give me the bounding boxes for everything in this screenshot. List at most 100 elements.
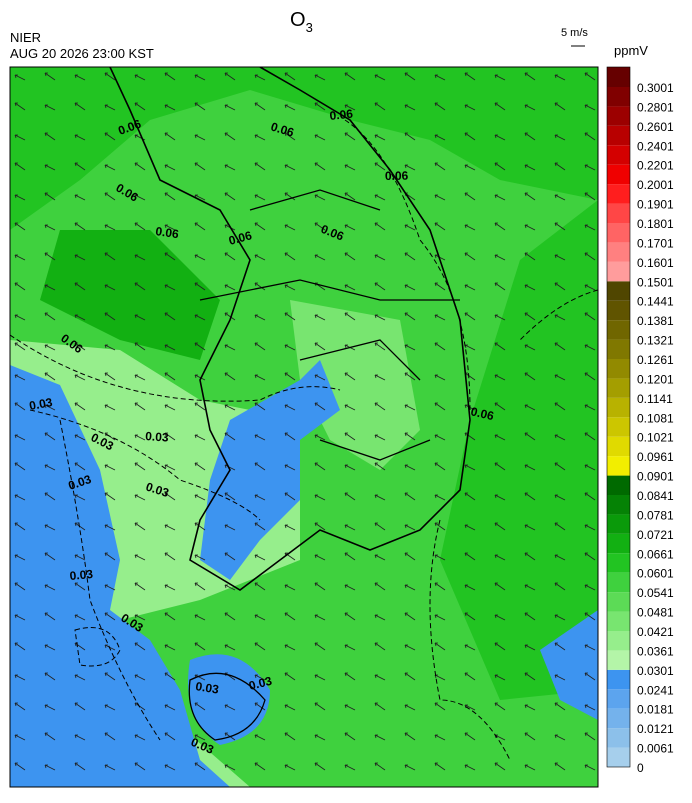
wind-arrow [374, 254, 386, 261]
wind-arrow [404, 524, 416, 531]
wind-arrow [524, 372, 536, 381]
colorbar-label: 0.2601 [637, 120, 674, 134]
wind-arrow [314, 74, 326, 81]
wind-arrow [284, 732, 296, 741]
wind-arrow [14, 194, 26, 201]
wind-arrow [44, 312, 56, 321]
wind-arrow [224, 524, 236, 531]
wind-arrow [344, 284, 356, 291]
title-main: O [290, 9, 306, 31]
wind-arrow [434, 342, 446, 351]
wind-arrow [164, 524, 176, 531]
field-high [440, 200, 598, 700]
wind-arrow [464, 612, 476, 621]
wind-arrow [14, 702, 26, 711]
wind-arrow [314, 162, 326, 171]
wind-arrow [164, 132, 176, 141]
wind-arrow [374, 74, 386, 81]
wind-arrow [434, 554, 446, 561]
wind-arrow [104, 252, 116, 261]
wind-arrow [554, 522, 566, 531]
wind-arrow [224, 432, 236, 441]
wind-arrow [344, 732, 356, 741]
wind-arrow [374, 162, 386, 171]
wind-arrow [554, 162, 566, 171]
wind-arrow [194, 554, 206, 561]
wind-arrow [464, 644, 476, 651]
wind-arrow [494, 194, 506, 201]
wind-arrow [554, 762, 566, 771]
wind-arrow [254, 462, 266, 471]
wind-arrow [74, 254, 86, 261]
wind-arrow [44, 492, 56, 501]
wind-arrow [494, 162, 506, 171]
colorbar-bin [607, 456, 630, 476]
wind-arrow [14, 674, 26, 681]
colorbar-bin [607, 436, 630, 457]
colorbar-bin [607, 631, 630, 651]
colorbar-bin [607, 87, 630, 107]
wind-arrow [194, 314, 206, 321]
wind-arrow [494, 342, 506, 351]
wind-arrow [44, 612, 56, 621]
wind-arrow [464, 552, 476, 561]
wind-arrow [224, 492, 236, 501]
wind-arrow [434, 282, 446, 291]
wind-arrow [14, 134, 26, 141]
wind-arrow [434, 522, 446, 531]
wind-arrow [434, 222, 446, 231]
wind-arrow [164, 432, 176, 441]
wind-arrow [434, 582, 446, 591]
wind-arrow [434, 702, 446, 711]
wind-arrow [134, 434, 146, 441]
wind-arrow [584, 72, 596, 81]
colorbar-bin [607, 339, 630, 359]
field-mid [290, 300, 420, 470]
field-high [40, 230, 220, 360]
wind-arrow [194, 762, 206, 771]
wind-arrow [224, 584, 236, 591]
wind-arrow [434, 494, 446, 501]
wind-arrow [464, 464, 476, 471]
colorbar-bin [607, 67, 630, 87]
colorbar-unit: ppmV [614, 43, 648, 58]
wind-arrow [524, 524, 536, 531]
wind-arrow [254, 314, 266, 321]
wind-arrow [14, 162, 26, 171]
colorbar-label: 0.0601 [637, 567, 674, 581]
wind-arrow [44, 164, 56, 171]
wind-arrow [224, 644, 236, 651]
wind-arrow [164, 612, 176, 621]
wind-arrow [284, 612, 296, 621]
colorbar-bin [607, 397, 630, 418]
colorbar-label: 0.0961 [637, 450, 674, 464]
colorbar-bin [607, 592, 630, 612]
wind-arrow [254, 134, 266, 141]
wind-arrow [374, 462, 386, 471]
colorbar-label: 0.2201 [637, 159, 674, 173]
wind-arrow [374, 102, 386, 111]
wind-arrow [104, 524, 116, 531]
wind-arrow [224, 612, 236, 621]
wind-arrow [584, 612, 596, 621]
wind-arrow [194, 374, 206, 381]
wind-arrow [134, 402, 146, 411]
wind-arrow [554, 314, 566, 321]
wind-arrow [194, 134, 206, 141]
contour-label: 0.03 [145, 429, 170, 445]
wind-arrow [494, 522, 506, 531]
wind-arrow [404, 132, 416, 141]
wind-arrow [104, 492, 116, 501]
wind-arrow [554, 674, 566, 681]
field-blue [188, 654, 270, 745]
wind-arrow [584, 644, 596, 651]
wind-arrow [44, 672, 56, 681]
wind-arrow [584, 404, 596, 411]
wind-arrow [584, 492, 596, 501]
wind-arrow [254, 254, 266, 261]
wind-arrow [194, 162, 206, 171]
wind-arrow [434, 642, 446, 651]
wind-arrow [554, 554, 566, 561]
wind-arrow [194, 582, 206, 591]
wind-arrow [74, 374, 86, 381]
